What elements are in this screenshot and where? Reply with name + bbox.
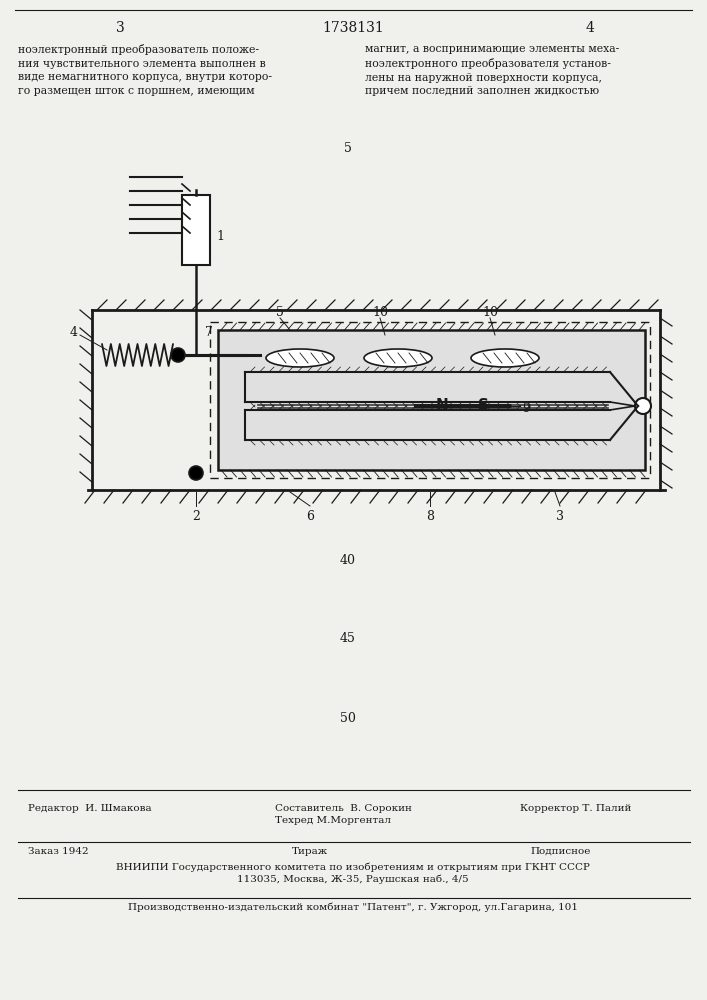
Ellipse shape bbox=[266, 349, 334, 367]
Text: 10: 10 bbox=[372, 306, 388, 318]
Circle shape bbox=[635, 398, 651, 414]
Text: 40: 40 bbox=[340, 554, 356, 566]
Text: Тираж: Тираж bbox=[292, 847, 328, 856]
Text: ВНИИПИ Государственного комитета по изобретениям и открытиям при ГКНТ СССР
11303: ВНИИПИ Государственного комитета по изоб… bbox=[116, 862, 590, 884]
Text: 8: 8 bbox=[426, 510, 434, 523]
Bar bbox=[182, 195, 210, 265]
Text: ноэлектронный преобразователь положе-
ния чувствительного элемента выполнен в
ви: ноэлектронный преобразователь положе- ни… bbox=[18, 44, 272, 96]
Text: Заказ 1942: Заказ 1942 bbox=[28, 847, 88, 856]
Text: Редактор  И. Шмакова: Редактор И. Шмакова bbox=[28, 804, 151, 813]
Text: 45: 45 bbox=[340, 632, 356, 645]
Bar bbox=[210, 322, 650, 478]
Text: Корректор Т. Палий: Корректор Т. Палий bbox=[520, 804, 631, 813]
Bar bbox=[415, 405, 510, 407]
Text: Подписное: Подписное bbox=[530, 847, 590, 856]
Bar bbox=[218, 330, 645, 470]
Text: 1738131: 1738131 bbox=[322, 21, 384, 35]
Text: Производственно-издательский комбинат "Патент", г. Ужгород, ул.Гагарина, 101: Производственно-издательский комбинат "П… bbox=[128, 903, 578, 912]
Text: 4: 4 bbox=[70, 326, 78, 338]
Text: N: N bbox=[436, 398, 448, 414]
Text: 6: 6 bbox=[306, 510, 314, 523]
Text: 5: 5 bbox=[344, 141, 352, 154]
Text: 2: 2 bbox=[192, 510, 200, 523]
Text: 1: 1 bbox=[216, 231, 224, 243]
Text: 3: 3 bbox=[556, 510, 564, 523]
Text: 50: 50 bbox=[340, 712, 356, 724]
Text: 9: 9 bbox=[522, 401, 530, 414]
Ellipse shape bbox=[364, 349, 432, 367]
Text: 3: 3 bbox=[116, 21, 124, 35]
Circle shape bbox=[189, 466, 203, 480]
Ellipse shape bbox=[471, 349, 539, 367]
Text: 7: 7 bbox=[205, 326, 213, 338]
Text: 5: 5 bbox=[276, 306, 284, 318]
Text: S: S bbox=[478, 398, 489, 414]
Text: 4: 4 bbox=[585, 21, 595, 35]
Text: магнит, а воспринимающие элементы меха-
ноэлектронного преобразователя установ-
: магнит, а воспринимающие элементы меха- … bbox=[365, 44, 619, 96]
Circle shape bbox=[171, 348, 185, 362]
Text: 10: 10 bbox=[482, 306, 498, 318]
Text: Составитель  В. Сорокин
Техред М.Моргентал: Составитель В. Сорокин Техред М.Моргента… bbox=[275, 804, 412, 825]
